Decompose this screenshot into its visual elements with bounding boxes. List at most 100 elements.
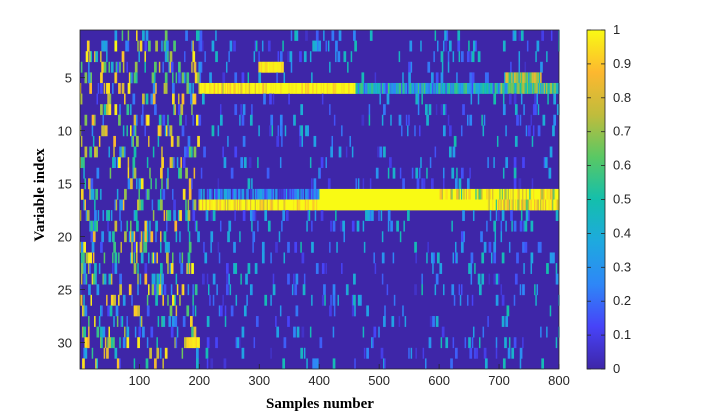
- heatmap-cell: [294, 114, 296, 126]
- heatmap-cell: [146, 157, 149, 169]
- heatmap-cell: [178, 61, 180, 73]
- heatmap-cell: [269, 61, 274, 73]
- heatmap-cell: [462, 104, 465, 116]
- heatmap-cell: [555, 82, 559, 94]
- heatmap-cell: [514, 104, 518, 116]
- heatmap-cell: [504, 188, 506, 200]
- heatmap-cell: [188, 231, 191, 243]
- heatmap-cell: [144, 231, 148, 243]
- heatmap-cell: [121, 316, 124, 327]
- heatmap-cell: [318, 40, 321, 52]
- heatmap-cell: [486, 82, 488, 94]
- heatmap-cell: [433, 82, 435, 94]
- heatmap-cell: [264, 294, 268, 306]
- heatmap-cell: [148, 135, 150, 147]
- heatmap-cell: [207, 188, 210, 200]
- heatmap-cell: [323, 82, 325, 94]
- colorbar-tick-label: 0.5: [613, 192, 631, 207]
- heatmap-cell: [495, 210, 498, 221]
- heatmap-cell: [415, 347, 417, 359]
- heatmap-cell: [534, 199, 536, 211]
- heatmap-cell: [110, 294, 114, 306]
- heatmap-cell: [553, 188, 555, 200]
- heatmap-cell: [162, 188, 166, 200]
- heatmap-cell: [108, 273, 112, 285]
- heatmap-cell: [499, 199, 501, 211]
- heatmap-cell: [362, 220, 365, 232]
- heatmap-cell: [501, 294, 505, 306]
- heatmap-cell: [205, 82, 210, 94]
- heatmap-cell: [464, 188, 467, 200]
- heatmap-cell: [128, 72, 131, 84]
- heatmap-cell: [518, 199, 521, 211]
- colorbar-tick-label: 1: [613, 22, 620, 37]
- heatmap-cell: [495, 347, 498, 359]
- heatmap-cell: [445, 104, 447, 116]
- heatmap-cell: [251, 199, 256, 211]
- heatmap-cell: [379, 82, 381, 94]
- heatmap-cell: [98, 263, 101, 274]
- heatmap-cell: [184, 337, 187, 349]
- heatmap-cell: [367, 210, 371, 221]
- heatmap-cell: [332, 220, 336, 232]
- heatmap-cell: [396, 82, 398, 94]
- heatmap-cell: [119, 146, 122, 158]
- heatmap-cell: [458, 188, 461, 200]
- heatmap-cell: [513, 178, 517, 190]
- heatmap-cell: [416, 178, 420, 190]
- heatmap-cell: [127, 30, 130, 41]
- heatmap-cell: [103, 40, 106, 52]
- heatmap-cell: [432, 82, 434, 94]
- heatmap-cell: [305, 125, 308, 137]
- heatmap-cell: [202, 273, 205, 285]
- heatmap-cell: [239, 199, 241, 211]
- heatmap-cell: [85, 210, 88, 221]
- heatmap-cell: [435, 316, 439, 327]
- heatmap-cell: [519, 284, 522, 296]
- heatmap-cell: [319, 337, 323, 349]
- heatmap-cell: [374, 263, 377, 274]
- heatmap-cell: [83, 305, 85, 317]
- heatmap-cell: [241, 72, 245, 84]
- heatmap-cell: [282, 40, 284, 52]
- heatmap-cell: [137, 199, 139, 211]
- heatmap-cell: [92, 273, 96, 285]
- heatmap-cell: [219, 199, 222, 211]
- heatmap-cell: [146, 305, 150, 317]
- heatmap-cell: [460, 284, 463, 296]
- heatmap-cell: [468, 40, 470, 52]
- heatmap-cell: [462, 231, 464, 243]
- heatmap-cell: [82, 358, 85, 370]
- heatmap-cell: [555, 337, 558, 349]
- heatmap-cell: [478, 337, 481, 349]
- heatmap-cell: [431, 82, 433, 94]
- heatmap-cell: [484, 358, 488, 370]
- heatmap-cell: [284, 199, 287, 211]
- heatmap-cell: [512, 30, 515, 41]
- heatmap-cell: [235, 82, 238, 94]
- heatmap-cell: [493, 252, 497, 264]
- heatmap-cell: [429, 316, 433, 327]
- heatmap-cell: [255, 82, 259, 94]
- heatmap-cell: [415, 167, 419, 179]
- heatmap-cell: [500, 199, 503, 211]
- heatmap-cell: [259, 199, 262, 211]
- heatmap-cell: [481, 188, 483, 200]
- heatmap-cell: [103, 125, 106, 137]
- heatmap-cell: [264, 61, 266, 73]
- heatmap-cell: [321, 93, 324, 105]
- heatmap-cell: [164, 347, 168, 359]
- heatmap-cell: [194, 72, 198, 84]
- heatmap-cell: [267, 188, 272, 200]
- heatmap-cell: [162, 61, 164, 73]
- heatmap-cell: [240, 199, 242, 211]
- heatmap-cell: [206, 337, 210, 349]
- heatmap-cell: [211, 82, 214, 94]
- heatmap-cell: [300, 347, 304, 359]
- heatmap-cell: [116, 157, 119, 169]
- heatmap-cell: [555, 199, 558, 211]
- heatmap-cell: [387, 210, 391, 221]
- heatmap-cell: [520, 210, 523, 221]
- heatmap-cell: [313, 199, 316, 211]
- heatmap-cell: [536, 72, 539, 84]
